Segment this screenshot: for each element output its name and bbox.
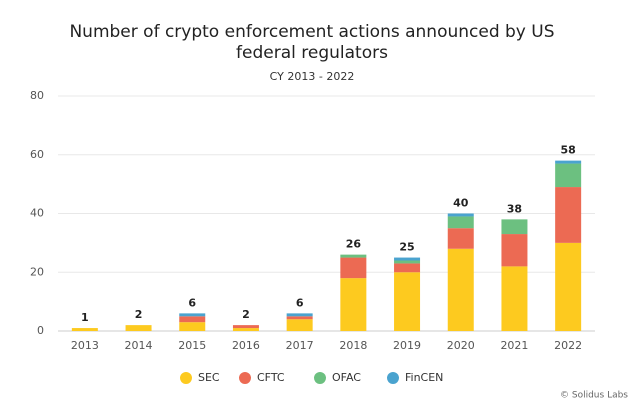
y-tick-label: 80 (30, 89, 44, 102)
y-tick-label: 0 (37, 324, 44, 337)
chart-subtitle: CY 2013 - 2022 (270, 70, 355, 83)
legend-marker (239, 372, 251, 384)
bar-segment (394, 260, 421, 264)
x-tick-label: 2022 (554, 339, 582, 352)
source: © Solidus Labs (560, 391, 628, 401)
bar-segment (286, 319, 313, 331)
chart-title-line-2: federal regulators (236, 43, 388, 63)
bar-segment (340, 257, 367, 279)
bar-segment (501, 219, 528, 235)
total-label: 2 (242, 308, 250, 321)
total-label: 40 (453, 197, 469, 210)
bar-segment (125, 325, 152, 331)
bar-segment (555, 160, 582, 164)
bar-segment (501, 266, 528, 331)
total-label: 6 (188, 296, 196, 309)
x-tick-label: 2021 (500, 339, 528, 352)
legend-label: SEC (198, 371, 220, 384)
legend-marker (387, 372, 399, 384)
y-tick-label: 60 (30, 148, 44, 161)
bar-segment (555, 242, 582, 331)
legend-label: FinCEN (405, 371, 443, 384)
y-tick-label: 20 (30, 265, 44, 278)
bar-segment (555, 163, 582, 188)
y-tick-label: 40 (30, 207, 44, 220)
bar-segment (555, 187, 582, 243)
total-label: 25 (399, 241, 414, 254)
bar-segment (286, 313, 313, 317)
x-tick-label: 2014 (125, 339, 153, 352)
chart-title-line-1: Number of crypto enforcement actions ann… (69, 22, 554, 42)
bar-segment (179, 313, 206, 317)
bar-segment (447, 228, 474, 249)
bar-segment (394, 263, 421, 273)
bar-segment (71, 328, 98, 331)
legend-marker (180, 372, 192, 384)
legend-marker (314, 372, 326, 384)
x-tick-label: 2013 (71, 339, 99, 352)
bar-segment (447, 216, 474, 229)
bar-segment (447, 213, 474, 217)
legend-label: OFAC (332, 371, 361, 384)
total-label: 38 (507, 202, 522, 215)
legend-label: CFTC (257, 371, 285, 384)
bar-segment (340, 254, 367, 258)
bar-segment (501, 234, 528, 267)
x-tick-label: 2016 (232, 339, 260, 352)
total-label: 1 (81, 311, 89, 324)
bar-segment (394, 257, 421, 261)
bar-segment (232, 325, 259, 329)
x-tick-label: 2020 (447, 339, 475, 352)
x-tick-label: 2015 (178, 339, 206, 352)
x-tick-label: 2017 (286, 339, 314, 352)
x-tick-label: 2018 (339, 339, 367, 352)
total-label: 26 (346, 238, 362, 251)
total-label: 58 (560, 144, 575, 157)
bar-segment (447, 248, 474, 331)
bar-segment (340, 278, 367, 331)
bar-segment (286, 316, 313, 320)
bar-segment (179, 322, 206, 331)
bar-segment (179, 316, 206, 323)
x-tick-label: 2019 (393, 339, 421, 352)
total-label: 2 (135, 308, 143, 321)
bar-segment (232, 328, 259, 331)
total-label: 6 (296, 296, 304, 309)
bar-segment (394, 272, 421, 331)
